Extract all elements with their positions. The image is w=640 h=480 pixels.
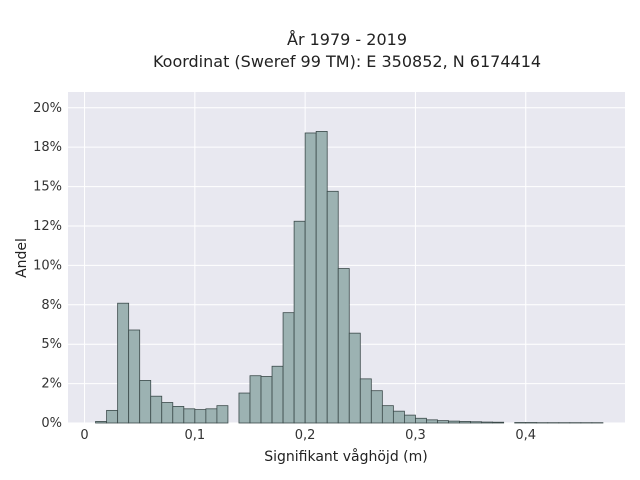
histogram-bar <box>106 409 119 424</box>
y-tick-label: 10% <box>33 258 62 273</box>
histogram-bar <box>249 375 262 424</box>
histogram-bar <box>161 402 174 424</box>
histogram-bar <box>150 395 163 424</box>
y-tick-label: 0% <box>41 416 62 431</box>
y-tick-label: 12% <box>33 219 62 234</box>
y-tick-label: 20% <box>33 101 62 116</box>
y-tick-label: 2% <box>41 377 62 392</box>
histogram-bar <box>459 421 471 424</box>
x-axis-title: Signifikant våghöjd (m) <box>264 448 427 465</box>
x-tick-label: 0,3 <box>405 428 426 443</box>
histogram-bar <box>326 190 339 424</box>
histogram-bar <box>128 329 141 424</box>
histogram-bar <box>337 268 350 424</box>
histogram-bar <box>194 409 207 424</box>
histogram-bar <box>216 405 229 424</box>
y-tick-label: 8% <box>41 298 62 313</box>
histogram-bar <box>205 408 218 424</box>
histogram-bar <box>381 405 394 424</box>
histogram-bar <box>481 421 494 424</box>
histogram-bar <box>139 380 152 424</box>
histogram-bar <box>282 312 295 424</box>
x-tick-label: 0 <box>80 428 88 443</box>
histogram-bar <box>437 420 449 424</box>
x-tick-label: 0,1 <box>184 428 205 443</box>
histogram-bar <box>95 421 108 424</box>
histogram-bar <box>260 376 273 424</box>
chart-subtitle: Koordinat (Sweref 99 TM): E 350852, N 61… <box>153 52 541 71</box>
histogram-bar <box>370 390 383 424</box>
histogram-bar <box>492 421 505 424</box>
histogram-bar <box>348 332 361 424</box>
x-tick-label: 0,2 <box>295 428 316 443</box>
histogram-bar <box>117 302 130 424</box>
y-axis-ticks: 0% 2% 5% 8% 10% 12% 15% 18% 20% <box>33 101 62 431</box>
y-tick-label: 15% <box>33 180 62 195</box>
y-tick-label: 5% <box>41 337 62 352</box>
y-tick-label: 18% <box>33 140 62 155</box>
histogram-bar <box>271 365 284 424</box>
histogram-bar <box>404 414 416 424</box>
y-axis-title: Andel <box>14 238 30 278</box>
bars <box>95 131 604 424</box>
histogram-bar <box>448 420 460 424</box>
histogram-bar <box>304 132 317 424</box>
histogram-bar <box>392 410 405 424</box>
x-tick-label: 0,4 <box>515 428 536 443</box>
histogram-bar <box>293 220 306 424</box>
histogram-bar <box>359 378 372 424</box>
x-axis-ticks: 0 0,1 0,2 0,3 0,4 <box>80 428 536 443</box>
chart-title: År 1979 - 2019 <box>287 30 407 49</box>
histogram-bar <box>183 408 196 424</box>
histogram-bar <box>238 392 251 424</box>
histogram-bar <box>470 421 483 424</box>
histogram-bar <box>426 419 438 424</box>
histogram-bar <box>315 131 328 424</box>
histogram-bar <box>415 417 427 424</box>
histogram-bar <box>172 406 185 424</box>
